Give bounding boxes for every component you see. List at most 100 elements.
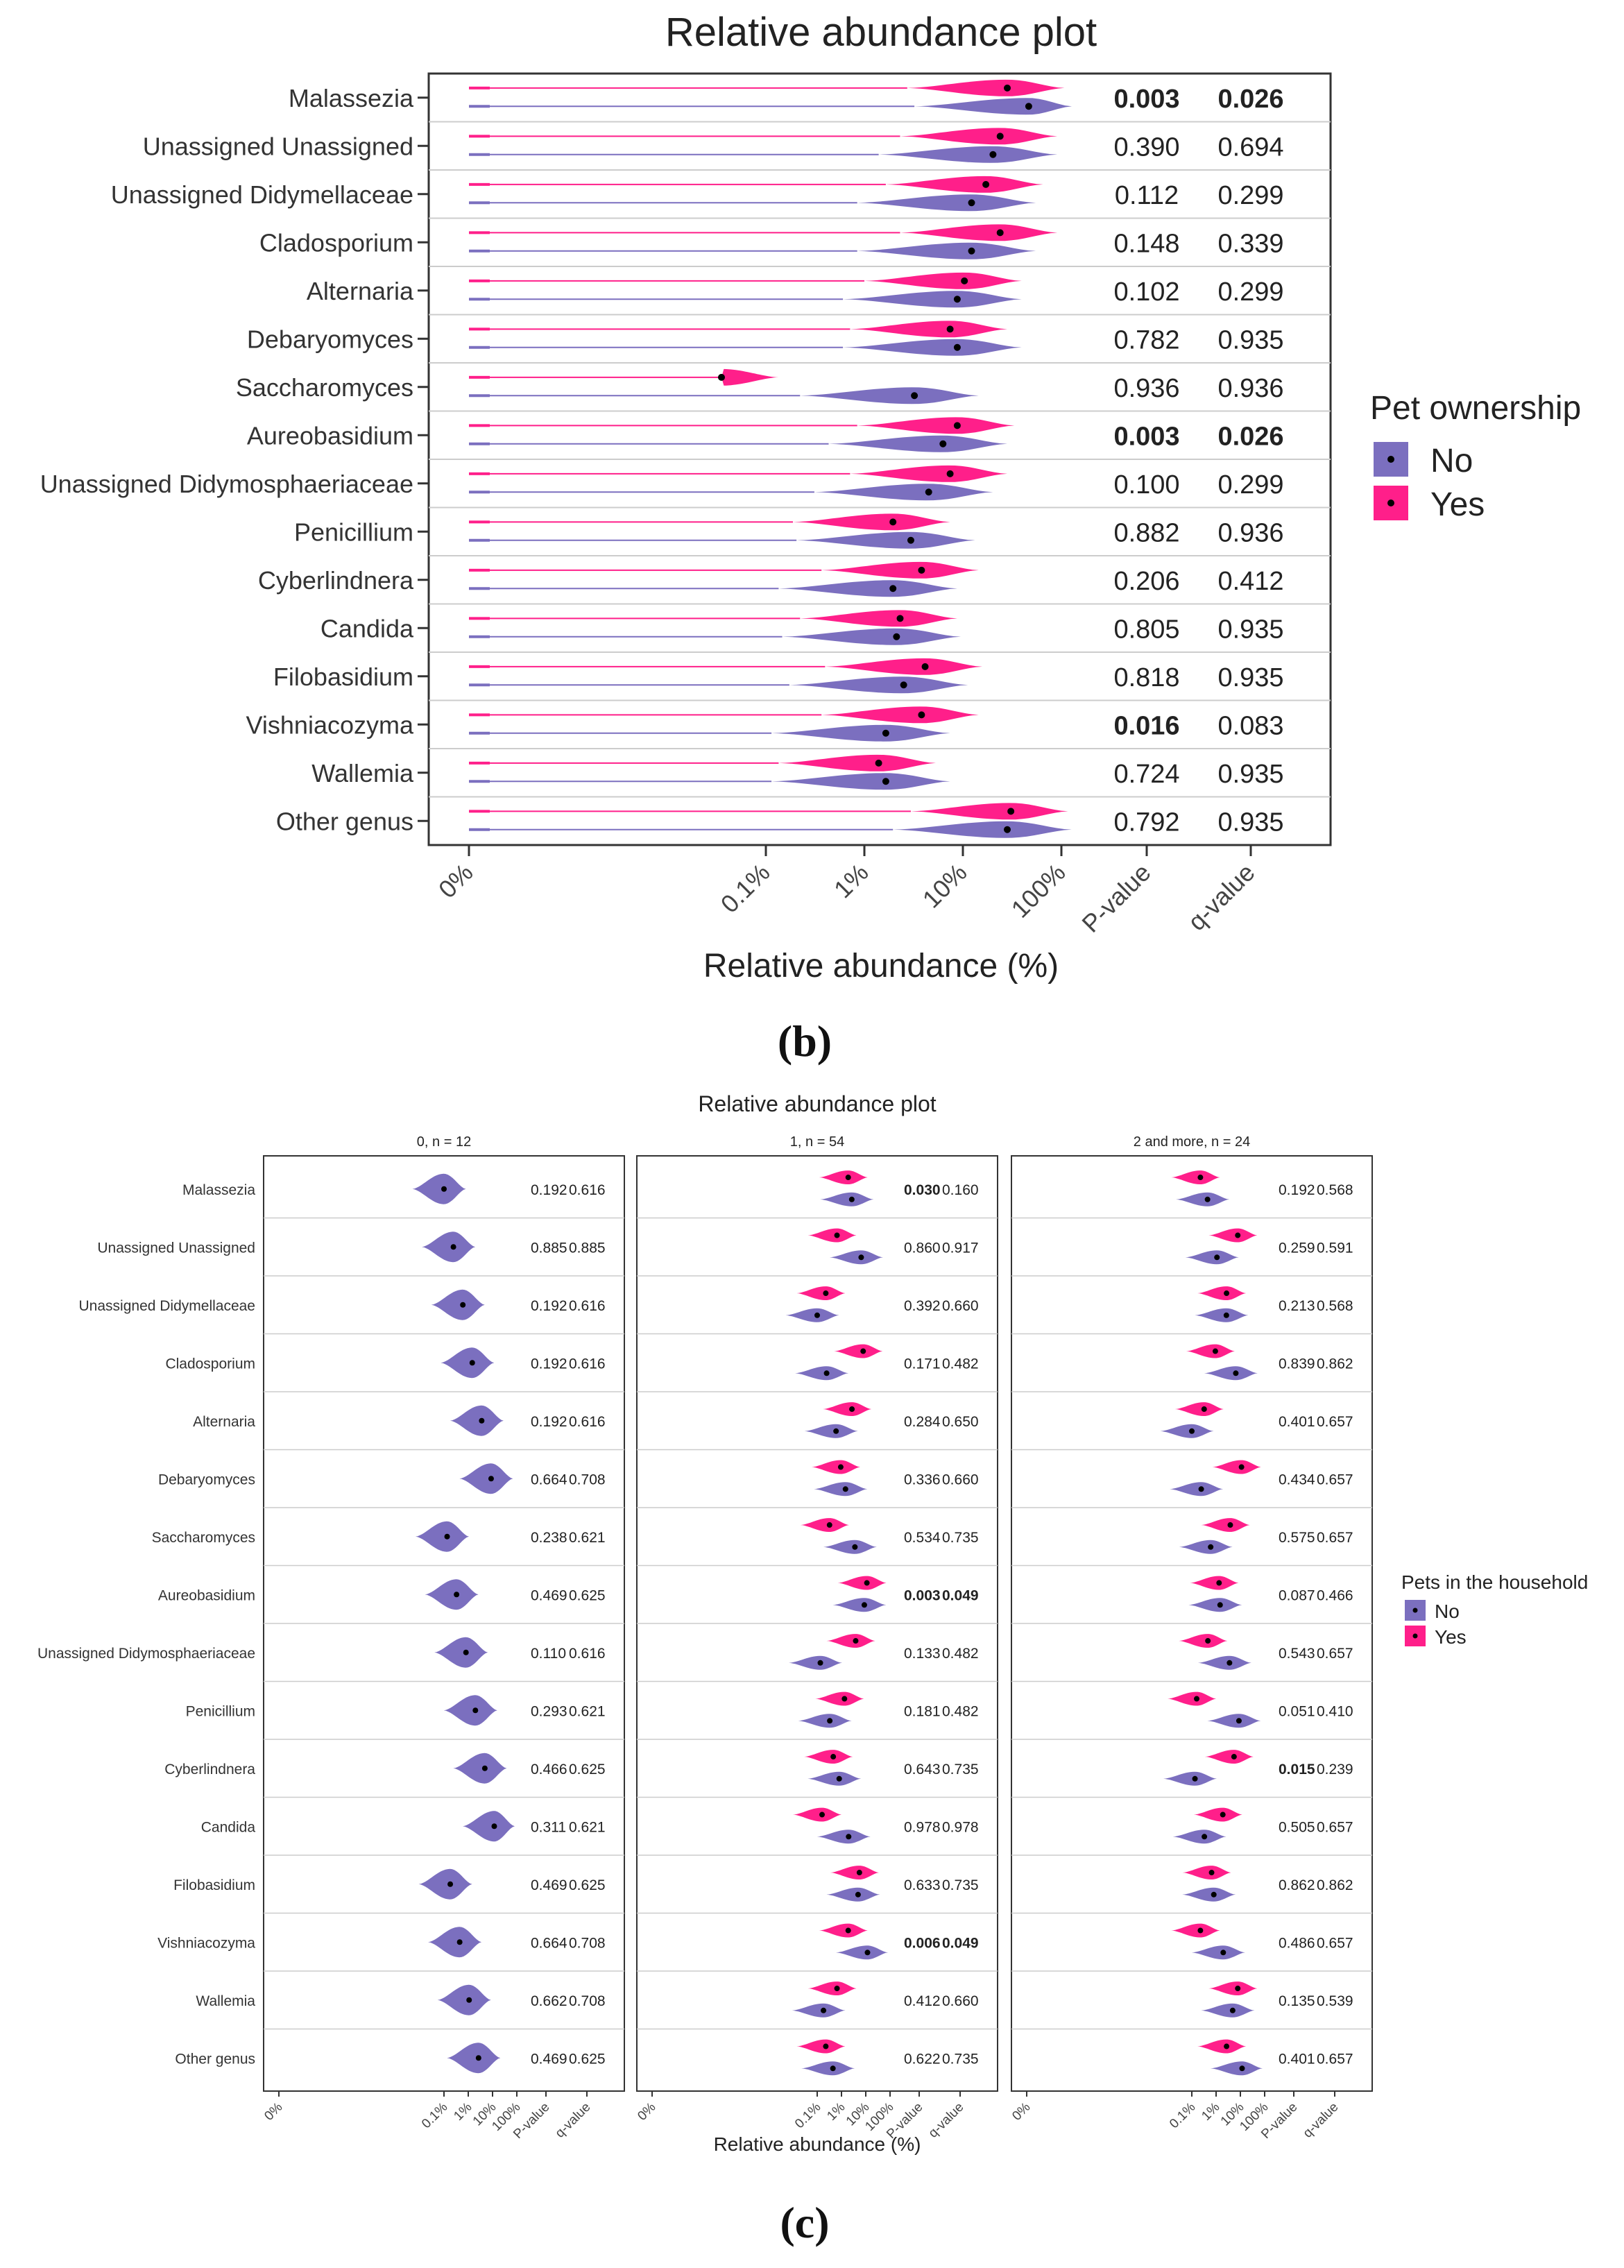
q-value: 0.657 bbox=[1317, 1530, 1353, 1546]
median-dot-yes bbox=[1197, 1175, 1204, 1181]
genus-label-malassezia: Malassezia bbox=[289, 84, 414, 112]
violin-no bbox=[1201, 2003, 1255, 2018]
violin-no bbox=[1160, 1424, 1214, 1438]
median-dot-yes bbox=[830, 1754, 837, 1760]
p-value: 0.006 bbox=[904, 1935, 941, 1951]
median-dot-yes bbox=[953, 422, 961, 429]
violin-yes bbox=[793, 1807, 841, 1822]
median-dot-no bbox=[1239, 2065, 1245, 2072]
violin-yes bbox=[900, 128, 1058, 145]
chart-c-genus-labels: Malassezia Unassigned Unassigned Unassigne… bbox=[37, 1182, 255, 2067]
median-dot-yes bbox=[921, 663, 929, 670]
median-dot-yes bbox=[1197, 1927, 1204, 1934]
violin-yes bbox=[1171, 1923, 1220, 1938]
chart-c-legend-item-yes: Yes bbox=[1405, 1626, 1467, 1648]
q-value: 0.621 bbox=[569, 1703, 606, 1719]
p-value: 0.003 bbox=[1113, 85, 1179, 114]
median-dot-no bbox=[823, 1370, 830, 1376]
x-tick-label: 0.1% bbox=[792, 2100, 824, 2132]
violin-no bbox=[1170, 1482, 1224, 1497]
q-value: 0.657 bbox=[1317, 2051, 1353, 2067]
zero-mark-no bbox=[469, 587, 490, 590]
q-value: 0.735 bbox=[942, 1762, 979, 1777]
genus-label-penicillium: Penicillium bbox=[294, 518, 413, 546]
median-dot-yes bbox=[896, 615, 904, 622]
median-dot-no bbox=[855, 1891, 861, 1898]
q-value: 0.299 bbox=[1217, 181, 1283, 210]
violin-no bbox=[450, 1405, 504, 1436]
q-value: 0.657 bbox=[1317, 1819, 1353, 1835]
p-value: 0.100 bbox=[1113, 470, 1179, 500]
median-dot-no bbox=[488, 1476, 494, 1482]
median-dot-no bbox=[481, 1765, 488, 1771]
violin-no bbox=[453, 1753, 507, 1784]
violin-no bbox=[795, 1366, 849, 1381]
violin-yes bbox=[864, 272, 1022, 289]
genus-label-saccharomyces: Saccharomyces bbox=[236, 373, 413, 402]
genus-label-wallemia: Wallemia bbox=[311, 759, 414, 787]
median-dot-yes bbox=[864, 1580, 870, 1586]
legend-c-label-yes: Yes bbox=[1435, 1626, 1467, 1648]
q-value: 0.616 bbox=[569, 1356, 606, 1372]
p-value: 0.818 bbox=[1113, 663, 1179, 692]
genus-label-unassigned-unassigned: Unassigned Unassigned bbox=[143, 132, 413, 160]
violin-yes bbox=[1182, 1866, 1231, 1879]
genus-label-vishniacozyma: Vishniacozyma bbox=[157, 1935, 255, 1951]
p-value: 0.805 bbox=[1113, 615, 1179, 644]
legend-c-dot-yes bbox=[1412, 1633, 1418, 1639]
median-dot-no bbox=[1229, 2007, 1236, 2013]
violin-no bbox=[428, 1927, 482, 1958]
zero-mark-yes bbox=[469, 279, 490, 282]
p-value: 0.311 bbox=[531, 1819, 566, 1835]
p-value: 0.110 bbox=[531, 1646, 566, 1662]
zero-mark-no bbox=[469, 683, 490, 687]
q-value: 0.660 bbox=[942, 1472, 979, 1487]
median-dot-no bbox=[852, 1544, 858, 1550]
p-value: 0.293 bbox=[531, 1703, 567, 1719]
violin-yes bbox=[800, 610, 957, 627]
median-dot-yes bbox=[946, 470, 954, 477]
q-value: 0.657 bbox=[1317, 1414, 1353, 1430]
violin-yes bbox=[850, 321, 1007, 338]
q-value: 0.935 bbox=[1217, 325, 1283, 355]
x-tick-label: 100% bbox=[1006, 858, 1071, 923]
x-tick-label: q-value bbox=[926, 2100, 967, 2141]
median-dot-no bbox=[1223, 1312, 1229, 1318]
p-value: 0.192 bbox=[531, 1298, 567, 1314]
legend-label-yes: Yes bbox=[1430, 486, 1485, 523]
median-dot-yes bbox=[961, 277, 968, 284]
x-tick-label: 0% bbox=[433, 858, 479, 904]
median-dot-no bbox=[450, 1244, 456, 1250]
p-value: 0.238 bbox=[531, 1530, 567, 1546]
median-dot-no bbox=[447, 1881, 454, 1887]
genus-label-cladosporium: Cladosporium bbox=[259, 228, 413, 257]
q-value: 0.935 bbox=[1217, 615, 1283, 644]
violin-no bbox=[412, 1173, 466, 1204]
median-dot-yes bbox=[1208, 1870, 1215, 1876]
median-dot-yes bbox=[1231, 1754, 1237, 1760]
zero-mark-no bbox=[469, 249, 490, 253]
genus-label-unassigned-didymellaceae: Unassigned Didymellaceae bbox=[111, 180, 413, 209]
violin-yes bbox=[900, 224, 1058, 241]
p-value: 0.016 bbox=[1113, 711, 1179, 740]
violin-yes bbox=[1197, 1286, 1247, 1300]
zero-mark-no bbox=[469, 394, 490, 398]
p-value: 0.534 bbox=[904, 1530, 941, 1546]
zero-mark-yes bbox=[469, 135, 490, 138]
median-dot-no bbox=[456, 1939, 463, 1945]
median-dot-no bbox=[925, 488, 932, 496]
x-tick-label: 0.1% bbox=[715, 858, 776, 919]
violin-yes bbox=[796, 1286, 846, 1300]
median-dot-yes bbox=[819, 1811, 825, 1818]
zero-mark-no bbox=[469, 298, 490, 301]
q-value: 0.708 bbox=[569, 1935, 606, 1951]
violin-no bbox=[782, 628, 961, 645]
p-value: 0.135 bbox=[1279, 1993, 1315, 2009]
q-value: 0.568 bbox=[1317, 1298, 1353, 1314]
violin-yes bbox=[800, 1518, 849, 1532]
violin-yes bbox=[1197, 2039, 1247, 2054]
median-dot-no bbox=[460, 1302, 466, 1308]
q-value: 0.616 bbox=[569, 1298, 606, 1314]
median-dot-yes bbox=[845, 1927, 851, 1934]
median-dot-no bbox=[1214, 1254, 1220, 1261]
